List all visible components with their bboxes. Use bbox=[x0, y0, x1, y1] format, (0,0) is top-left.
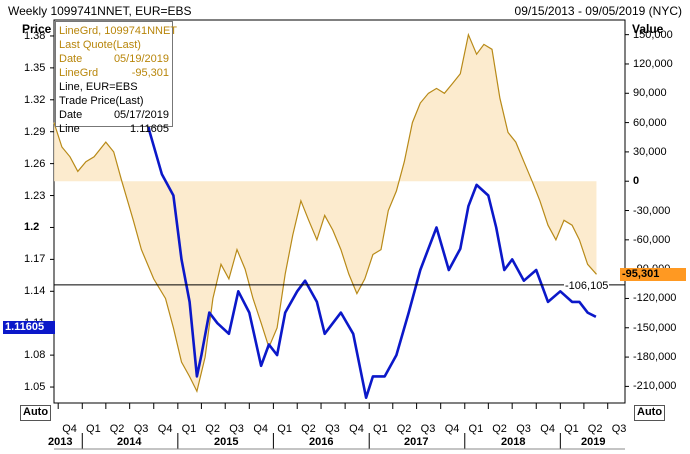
quarter-label: Q4 bbox=[444, 423, 460, 435]
right-tick-label: 0 bbox=[633, 175, 640, 188]
left-tick-label: 1.17 bbox=[24, 253, 46, 266]
year-label: 2013 bbox=[48, 436, 73, 448]
last-price-tag: 1.11605 bbox=[3, 321, 55, 334]
tooltip-value: 05/19/2019 bbox=[113, 53, 169, 65]
year-label: 2017 bbox=[404, 436, 429, 448]
last-value-tag: -95,301 bbox=[620, 268, 686, 281]
quarter-label: Q3 bbox=[611, 423, 627, 435]
left-tick-label: 1.32 bbox=[24, 93, 46, 106]
left-tick-label: 1.26 bbox=[24, 157, 46, 170]
tooltip-row: Date 05/17/2019 bbox=[59, 108, 169, 122]
left-tick-label: 1.29 bbox=[24, 125, 46, 138]
quarter-label: Q4 bbox=[62, 423, 77, 435]
title-bar: Weekly 1099741NNET, EUR=EBS 09/15/2013 -… bbox=[0, 0, 690, 20]
tooltip-row: Line, EUR=EBS bbox=[59, 80, 169, 94]
tooltip-row: LineGrd -95,301 bbox=[59, 66, 169, 80]
quarter-label: Q2 bbox=[109, 423, 125, 435]
right-tick-label: 150,000 bbox=[633, 28, 673, 41]
left-tick-label: 1.38 bbox=[24, 29, 46, 42]
quarter-label: Q2 bbox=[301, 423, 316, 435]
quarter-label: Q2 bbox=[396, 423, 412, 435]
tooltip-label: LineGrd bbox=[59, 67, 99, 79]
left-tick-label: 1.2 bbox=[24, 221, 40, 234]
date-range: 09/15/2013 - 09/05/2019 (NYC) bbox=[514, 4, 682, 18]
tooltip-label: Line, EUR=EBS bbox=[59, 81, 138, 93]
quarter-label: Q1 bbox=[564, 423, 579, 435]
year-label: 2019 bbox=[581, 436, 606, 448]
tooltip-value: 1.11605 bbox=[130, 123, 169, 135]
quarter-label: Q1 bbox=[277, 423, 292, 435]
chart-title: Weekly 1099741NNET, EUR=EBS bbox=[8, 4, 192, 18]
left-auto-scale-button[interactable]: Auto bbox=[20, 405, 52, 421]
year-label: 2016 bbox=[309, 436, 334, 448]
year-label: 2018 bbox=[501, 436, 526, 448]
left-tick-label: 1.23 bbox=[24, 189, 46, 202]
right-tick-label: -180,000 bbox=[633, 351, 677, 364]
right-tick-label: 30,000 bbox=[633, 145, 667, 158]
quarter-label: Q2 bbox=[205, 423, 220, 435]
tooltip-label: Line bbox=[59, 123, 80, 135]
tooltip-value: -95,301 bbox=[131, 67, 169, 79]
quarter-label: Q4 bbox=[157, 423, 173, 435]
right-tick-label: -210,000 bbox=[633, 380, 677, 393]
tooltip-label: Date bbox=[59, 109, 83, 121]
quarter-label: Q1 bbox=[468, 423, 484, 435]
quarter-label: Q2 bbox=[587, 423, 603, 435]
right-auto-scale-button[interactable]: Auto bbox=[634, 405, 666, 421]
tooltip-label: Date bbox=[59, 53, 83, 65]
tooltip-row: LineGrd, 1099741NNET bbox=[59, 24, 177, 38]
year-label: 2015 bbox=[214, 436, 239, 448]
right-tick-label: 90,000 bbox=[633, 87, 667, 100]
quarter-label: Q4 bbox=[540, 423, 555, 435]
horizontal-line-label: -106,105 bbox=[564, 280, 610, 292]
quarter-label: Q3 bbox=[229, 423, 244, 435]
right-tick-label: 120,000 bbox=[633, 57, 673, 70]
left-tick-label: 1.14 bbox=[24, 285, 46, 298]
quarter-label: Q1 bbox=[181, 423, 197, 435]
tooltip-value: 05/17/2019 bbox=[113, 109, 169, 121]
eur-series-line bbox=[124, 56, 597, 400]
year-label: 2014 bbox=[117, 436, 142, 448]
tooltip-label: Last Quote(Last) bbox=[59, 39, 141, 51]
right-tick-label: 60,000 bbox=[633, 116, 667, 129]
quarter-label: Q4 bbox=[349, 423, 364, 435]
left-axis-title: Price bbox=[22, 22, 52, 36]
left-tick-label: 1.08 bbox=[24, 349, 46, 362]
right-tick-label: -120,000 bbox=[633, 292, 677, 305]
quarter-label: Q3 bbox=[325, 423, 340, 435]
right-tick-label: -30,000 bbox=[633, 204, 671, 217]
tooltip-row: Last Quote(Last) bbox=[59, 38, 169, 52]
right-tick-label: -60,000 bbox=[633, 233, 671, 246]
data-tooltip: LineGrd, 1099741NNET Last Quote(Last) Da… bbox=[55, 21, 177, 135]
tooltip-row: Line 1.11605 bbox=[59, 122, 169, 136]
net-series-line bbox=[53, 32, 597, 394]
left-tick-label: 1.35 bbox=[24, 61, 46, 74]
tooltip-label: LineGrd, 1099741NNET bbox=[59, 25, 178, 37]
left-tick-label: 1.05 bbox=[24, 381, 46, 394]
quarter-label: Q4 bbox=[253, 423, 269, 435]
tooltip-label: Trade Price(Last) bbox=[59, 95, 144, 107]
quarter-label: Q3 bbox=[133, 423, 149, 435]
right-tick-label: -150,000 bbox=[633, 321, 677, 334]
quarter-label: Q1 bbox=[86, 423, 101, 435]
right-axis-title: Value bbox=[632, 22, 664, 36]
quarter-label: Q3 bbox=[420, 423, 436, 435]
tooltip-row: Date 05/19/2019 bbox=[59, 52, 169, 66]
quarter-label: Q3 bbox=[516, 423, 531, 435]
tooltip-row: Trade Price(Last) bbox=[59, 94, 169, 108]
quarter-label: Q1 bbox=[372, 423, 388, 435]
quarter-label: Q2 bbox=[492, 423, 507, 435]
